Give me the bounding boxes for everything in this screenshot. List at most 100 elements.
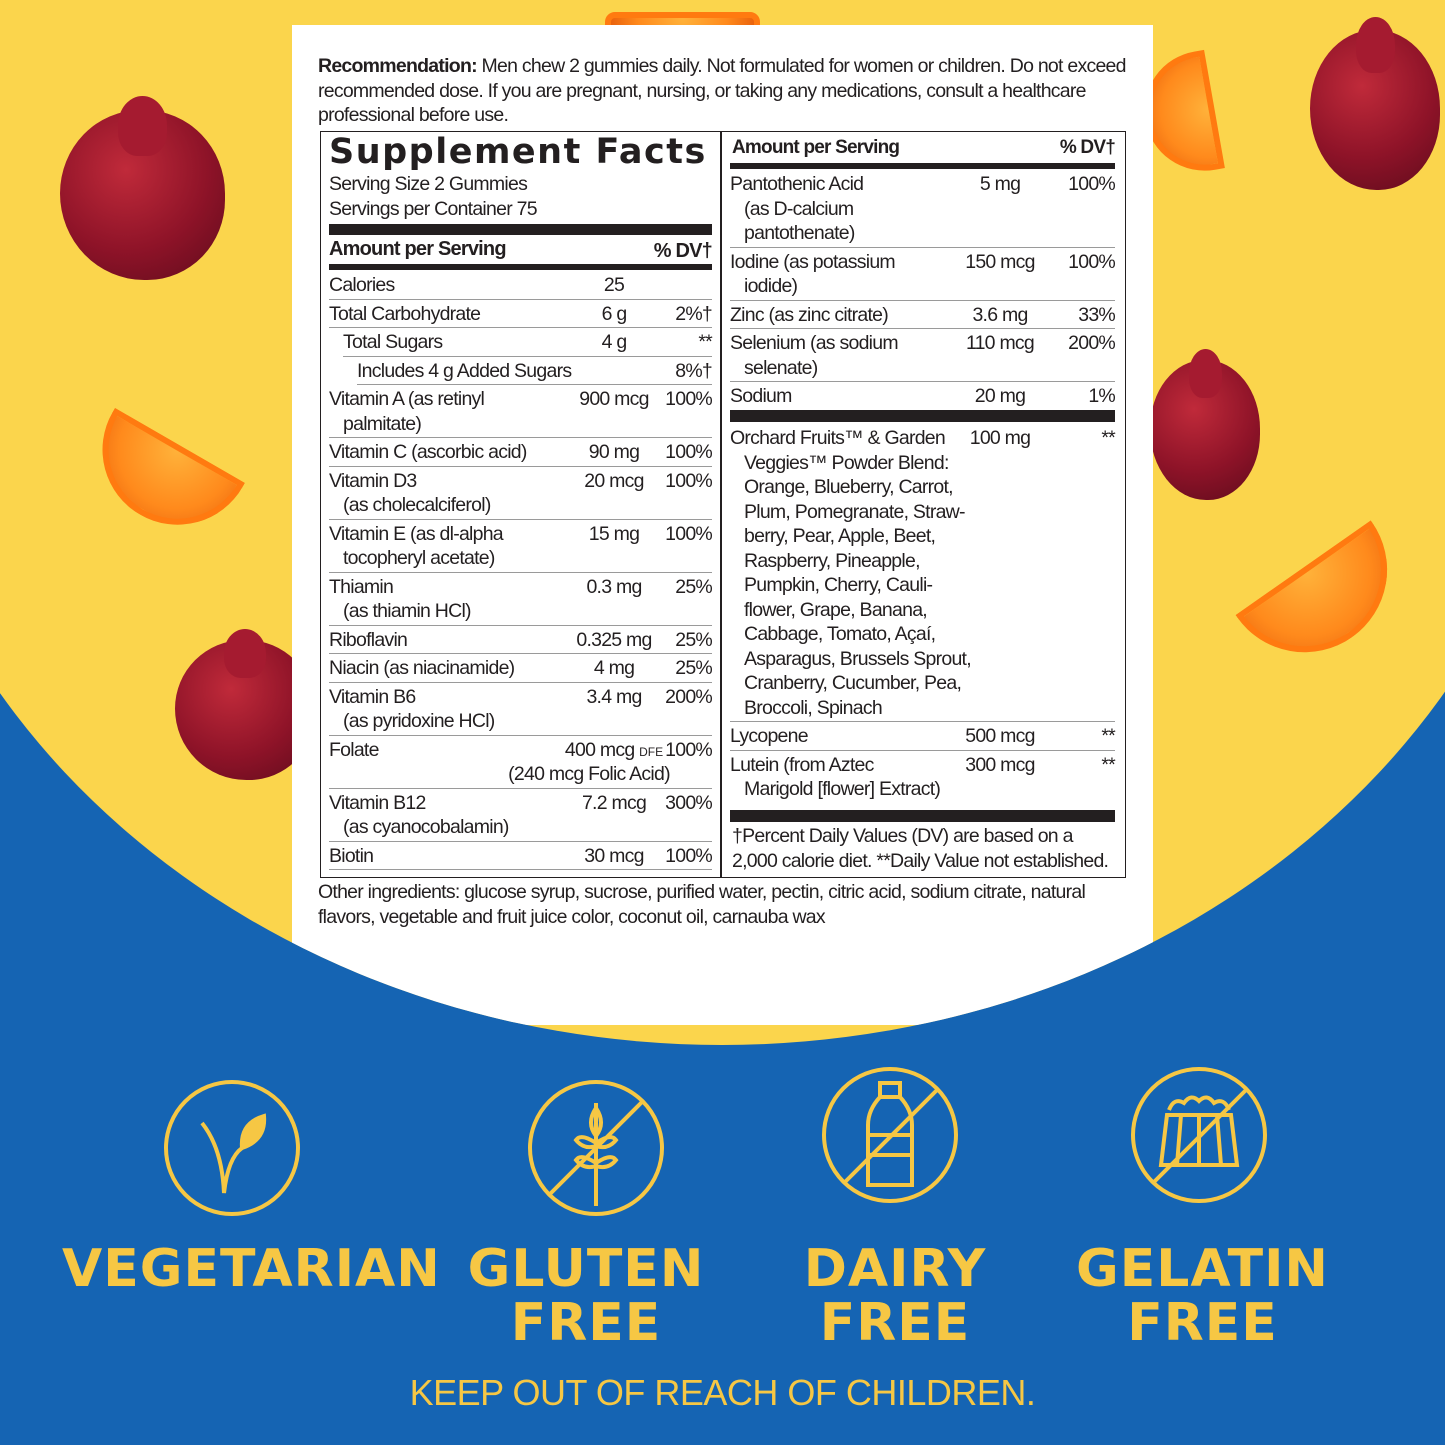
nutrient-name: Thiamin (as thiamin HCl) <box>329 575 472 623</box>
nutrient-amount: 15 mg <box>549 522 679 547</box>
thick-rule <box>730 810 1115 822</box>
nutrient-amount: 25 <box>549 273 679 298</box>
nutrient-row: Riboflavin 0.325 mg 25% <box>329 626 713 654</box>
supplement-label-panel <box>292 25 1153 1025</box>
nutrient-amount: 30 mcg <box>549 844 679 869</box>
nutrient-row: Calories 25 <box>329 271 712 300</box>
badge-line: DAIRY <box>803 1239 987 1299</box>
badge-line: FREE <box>819 1293 971 1353</box>
daily-value: 25% <box>675 575 713 598</box>
amount-value: 6 g <box>601 302 628 325</box>
amount-note: (240 mcg Folic Acid) <box>508 763 670 785</box>
column-divider <box>720 131 722 878</box>
amount-value: 900 mcg <box>579 388 649 410</box>
daily-value: 1% <box>1088 385 1115 407</box>
nutrient-name: Sodium <box>730 385 792 407</box>
daily-value: ** <box>1101 427 1115 449</box>
warning-text: KEEP OUT OF REACH OF CHILDREN. <box>409 1372 1036 1413</box>
no-milk-bottle-icon <box>822 1067 958 1203</box>
amount-value: 4 mg <box>593 657 635 679</box>
nutrient-name: Vitamin D3 (as cholecalciferol) <box>329 469 491 517</box>
amount-value: 150 mcg <box>965 250 1035 273</box>
cherry-gummy-image <box>1310 17 1440 190</box>
dv-header: % DV† <box>653 240 713 262</box>
nutrient-row: Vitamin C (ascorbic acid) 90 mg 100% <box>329 438 713 467</box>
amount-unit: DFE <box>639 744 664 759</box>
daily-value: ** <box>1101 725 1115 747</box>
medium-rule <box>730 163 1115 169</box>
nutrient-name: Calories <box>329 274 395 296</box>
amount-header: Amount per Serving <box>329 238 507 260</box>
recommendation: Recommendation: Men chew 2 gummies daily… <box>318 54 1128 128</box>
cherry-gummy-image <box>60 96 225 280</box>
no-wheat-icon <box>528 1080 664 1216</box>
amount-value: 20 mg <box>974 385 1026 407</box>
blend-list: Orchard Fruits™ & Garden Veggies™ Powder… <box>730 424 1116 804</box>
nutrient-name: Selenium (as sodium selenate) <box>730 332 899 379</box>
amount-value: 15 mg <box>588 522 640 545</box>
nutrient-row: Orchard Fruits™ & Garden Veggies™ Powder… <box>730 424 1116 722</box>
recommendation-label: Recommendation: <box>318 55 478 77</box>
amount-value: 5 mg <box>979 173 1021 195</box>
amount-value: 7.2 mcg <box>581 791 647 814</box>
badge-line: GELATIN <box>1076 1239 1329 1299</box>
badge-line: FREE <box>510 1293 662 1353</box>
nutrient-name: Iodine (as potassium iodide) <box>730 250 896 298</box>
daily-value: 100% <box>1068 173 1116 195</box>
amount-value: 400 mcg <box>564 738 635 761</box>
nutrient-amount: 4 mg <box>549 656 679 681</box>
nutrient-row: Includes 4 g Added Sugars 8%† <box>357 357 713 385</box>
nutrient-name: Pantothenic Acid (as D-calcium pantothen… <box>730 173 864 244</box>
badge-line: FREE <box>1127 1293 1278 1353</box>
no-gelatin-icon <box>1131 1067 1267 1203</box>
nutrient-amount: 150 mcg <box>945 250 1055 275</box>
badge-label-vegetarian: VEGETARIAN <box>62 1242 440 1296</box>
daily-value: ** <box>698 331 712 353</box>
nutrient-name: Vitamin B6 (as pyridoxine HCl) <box>329 685 495 733</box>
nutrient-row: Niacin (as niacinamide) 4 mg 25% <box>329 654 713 683</box>
nutrient-name: Vitamin C (ascorbic acid) <box>329 441 527 463</box>
left-nutrient-list: Calories 25 Total Carbohydrate 6 g 2%† Total … <box>329 271 713 870</box>
nutrient-amount: 3.4 mg <box>549 685 679 710</box>
nutrient-amount: 7.2 mcg <box>549 791 679 816</box>
nutrient-name: Includes 4 g Added Sugars <box>357 359 572 382</box>
nutrient-amount: 3.6 mg <box>945 303 1055 328</box>
nutrient-row: Lutein (from Aztec Marigold [flower] Ext… <box>730 751 1116 804</box>
nutrient-row: Pantothenic Acid (as D-calcium pantothen… <box>730 170 1116 248</box>
nutrient-amount: 500 mcg <box>945 724 1055 749</box>
daily-value: 100% <box>665 844 713 867</box>
orange-gummy-image <box>1235 520 1420 685</box>
daily-value: 200% <box>1068 332 1116 354</box>
thick-rule <box>329 224 712 235</box>
servings-per-container: Servings per Container 75 <box>329 197 538 220</box>
nutrient-row: Zinc (as zinc citrate) 3.6 mg 33% <box>730 301 1116 329</box>
nutrient-amount: 110 mcg <box>945 331 1055 356</box>
badge-label-gelatin-free: GELATIN FREE <box>1060 1242 1345 1350</box>
daily-value: 100% <box>665 441 713 463</box>
supplement-facts-table <box>320 131 1126 878</box>
daily-value: ** <box>1101 753 1115 776</box>
daily-value: 100% <box>665 469 713 492</box>
nutrient-name: Total Carbohydrate <box>329 302 481 325</box>
amount-value: 0.3 mg <box>586 575 642 598</box>
amount-value: 20 mcg <box>584 469 644 492</box>
nutrient-name: Riboflavin <box>329 628 408 651</box>
nutrient-name: Vitamin A (as retinyl palmitate) <box>329 388 485 435</box>
nutrient-amount: 90 mg <box>549 440 679 465</box>
nutrient-row: Thiamin (as thiamin HCl) 0.3 mg 25% <box>329 573 713 626</box>
nutrient-row: Folate 400 mcg DFE (240 mcg Folic Acid) 100… <box>329 736 713 789</box>
nutrient-name: Folate <box>329 738 379 761</box>
nutrient-name: Lutein (from Aztec Marigold [flower] Ext… <box>730 753 941 801</box>
cherry-gummy-image <box>1150 348 1260 500</box>
nutrient-amount: 900 mcg <box>549 387 679 412</box>
daily-value: 8%† <box>675 359 713 382</box>
badge-line: GLUTEN <box>467 1239 705 1299</box>
nutrient-row: Total Carbohydrate 6 g 2%† <box>329 300 713 328</box>
nutrient-name: Vitamin B12 (as cyanocobalamin) <box>329 791 509 839</box>
facts-title: Supplement Facts <box>329 132 707 172</box>
daily-value: 100% <box>665 388 713 410</box>
nutrient-row: Sodium 20 mg 1% <box>730 382 1116 411</box>
nutrient-amount: 5 mg <box>945 172 1055 197</box>
nutrient-name: Zinc (as zinc citrate) <box>730 303 889 326</box>
daily-value: 25% <box>675 628 713 651</box>
